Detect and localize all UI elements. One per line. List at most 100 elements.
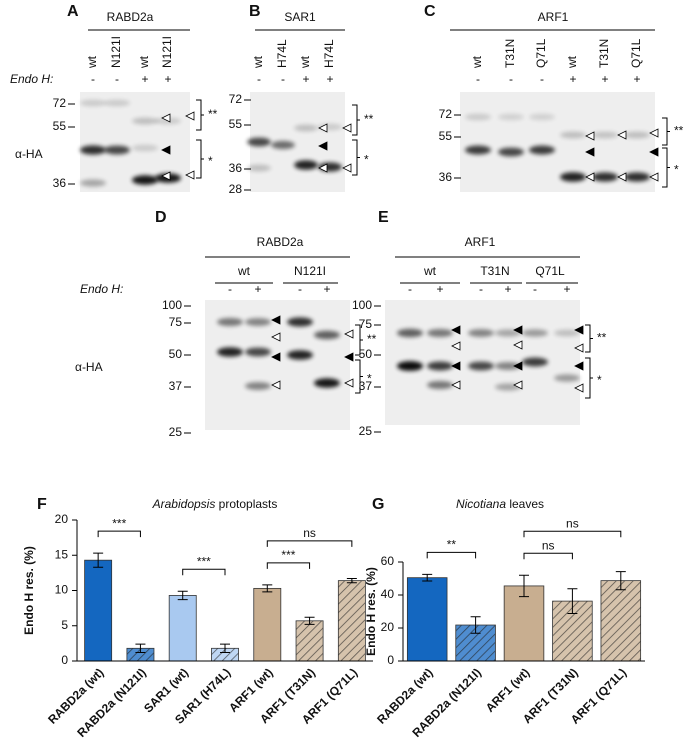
panel-label: A bbox=[67, 3, 79, 20]
band bbox=[247, 137, 271, 147]
band bbox=[468, 361, 494, 371]
protein-label: ARF1 bbox=[465, 235, 496, 249]
band bbox=[522, 357, 548, 367]
arrowhead-open bbox=[513, 380, 523, 390]
bar bbox=[168, 595, 197, 662]
error-bar bbox=[567, 588, 578, 614]
y-tick-label: 10 bbox=[55, 583, 69, 597]
lane-label: N121I bbox=[109, 36, 123, 68]
error-bar bbox=[346, 578, 357, 584]
arrowhead-open bbox=[161, 113, 171, 123]
chart-title: Arabidopsis protoplasts bbox=[152, 497, 278, 511]
endo-sign: + bbox=[504, 282, 511, 296]
marker-label: 37 bbox=[169, 379, 183, 393]
arrowhead-open bbox=[271, 380, 281, 390]
error-bar bbox=[519, 574, 529, 598]
protein-label: SAR1 bbox=[284, 10, 316, 24]
band bbox=[498, 147, 524, 157]
band-mark: ** bbox=[208, 107, 218, 121]
marker-label: 25 bbox=[169, 425, 183, 439]
marker-label: 100 bbox=[162, 298, 182, 312]
arrowhead-open bbox=[574, 383, 584, 393]
band bbox=[427, 381, 453, 389]
marker-label: 28 bbox=[229, 182, 243, 196]
x-tick-label: ARF1 (wt) bbox=[483, 665, 532, 714]
bar bbox=[295, 620, 324, 662]
group-label: Q71L bbox=[535, 264, 565, 278]
bar bbox=[600, 580, 642, 662]
panel-label: C bbox=[424, 3, 436, 20]
band bbox=[529, 113, 555, 121]
band bbox=[465, 113, 491, 121]
band bbox=[217, 318, 243, 326]
band bbox=[104, 145, 130, 155]
title-rest: leaves bbox=[509, 497, 544, 511]
lane-label: wt bbox=[565, 55, 579, 69]
band bbox=[80, 145, 106, 155]
arrowhead-open bbox=[617, 172, 627, 182]
endo-sign: - bbox=[298, 282, 302, 296]
marker-label: 36 bbox=[229, 161, 243, 175]
bracket bbox=[196, 99, 204, 131]
endo-sign: - bbox=[408, 282, 412, 296]
band bbox=[80, 179, 106, 187]
band bbox=[245, 347, 271, 357]
band bbox=[495, 362, 521, 370]
bracket bbox=[352, 104, 360, 136]
band bbox=[132, 117, 158, 125]
marker-label: 72 bbox=[53, 96, 67, 110]
lane-label: H74L bbox=[275, 39, 289, 68]
endo-sign: - bbox=[115, 72, 119, 86]
significance-label: *** bbox=[281, 548, 295, 562]
band bbox=[287, 350, 313, 360]
significance-label: *** bbox=[197, 554, 211, 568]
marker-label: 55 bbox=[53, 119, 67, 133]
significance-label: ** bbox=[447, 538, 457, 552]
marker-label: 50 bbox=[359, 347, 373, 361]
endo-sign: + bbox=[563, 282, 570, 296]
endo-sign: + bbox=[302, 72, 309, 86]
band bbox=[271, 140, 295, 150]
lane-label: wt bbox=[298, 55, 312, 69]
band bbox=[522, 329, 548, 337]
arrowhead-open bbox=[451, 380, 461, 390]
band-mark: ** bbox=[364, 112, 374, 126]
endo-sign: - bbox=[533, 282, 537, 296]
bar bbox=[337, 580, 366, 662]
protein-label: RABD2a bbox=[257, 235, 304, 249]
error-bar bbox=[304, 616, 315, 625]
group-label: wt bbox=[423, 264, 437, 278]
panel-label: B bbox=[249, 3, 261, 20]
endo-sign: - bbox=[476, 72, 480, 86]
arrowhead-open bbox=[344, 329, 354, 339]
error-bar bbox=[422, 573, 433, 582]
lane-label: wt bbox=[85, 55, 99, 69]
band bbox=[529, 145, 555, 155]
significance-label: ns bbox=[566, 516, 579, 530]
band bbox=[247, 164, 271, 172]
significance-label: ns bbox=[542, 538, 555, 552]
band bbox=[554, 329, 580, 337]
bar bbox=[84, 559, 113, 662]
band bbox=[287, 317, 313, 327]
y-tick-label: 0 bbox=[387, 653, 394, 667]
arrowhead-open bbox=[318, 123, 328, 133]
arrowhead-open bbox=[161, 171, 171, 181]
y-tick-label: 5 bbox=[61, 618, 68, 632]
endo-sign: - bbox=[479, 282, 483, 296]
lane-label: Q71L bbox=[534, 38, 548, 68]
endo-sign: + bbox=[601, 72, 608, 86]
band-mark: * bbox=[208, 154, 213, 168]
error-bar bbox=[177, 590, 188, 601]
marker-label: 36 bbox=[439, 170, 453, 184]
significance-bracket bbox=[182, 568, 226, 576]
bracket bbox=[662, 117, 670, 146]
arrowhead-open bbox=[649, 172, 659, 182]
endo-sign: + bbox=[254, 282, 261, 296]
lane-label: wt bbox=[251, 55, 265, 69]
arrowhead-open bbox=[344, 378, 354, 388]
group-label: T31N bbox=[480, 264, 509, 278]
arrowhead-filled bbox=[513, 325, 523, 335]
band-mark: * bbox=[367, 372, 372, 386]
y-tick-label: 60 bbox=[381, 554, 395, 568]
